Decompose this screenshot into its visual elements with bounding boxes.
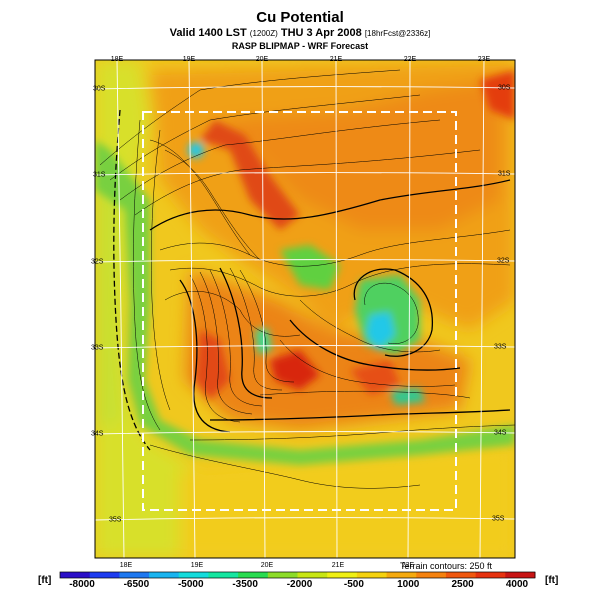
model-subtitle: RASP BLIPMAP - WRF Forecast [231,41,369,51]
inner-domain-boundary [142,111,457,511]
map-field [95,60,515,558]
colorbar-swatch [149,572,180,578]
colorbar-swatch [297,572,328,578]
lon-label-top: 20E [255,56,269,63]
valid-utc: (1200Z) [249,29,278,38]
valid-prefix: Valid 1400 LST [169,27,247,39]
lon-label-top: 22E [403,56,417,63]
lon-label-top: 23E [477,56,491,63]
colorbar-swatch [267,572,298,578]
colorbar-tick-label: 1000 [397,579,420,590]
lat-label-left: 33S [91,344,104,352]
lat-label-left: 30S [93,85,106,93]
colorbar-swatch [119,572,150,578]
colorbar-tick-label: -5000 [177,579,204,590]
valid-date: THU 3 Apr 2008 [280,27,362,39]
colorbar-tick-label: -2000 [286,579,313,590]
terrain-contour-note: Terrain contours: 250 ft [400,561,493,571]
colorbar-tick-label: 2500 [451,579,474,590]
lat-label-left: 32S [91,258,104,266]
colorbar-swatch [386,572,417,578]
colorbar-tick-label: 4000 [505,579,529,590]
colorbar-swatch [505,572,536,578]
lon-label-bottom: 21E [331,562,345,569]
lon-label-bottom: 20E [260,562,274,569]
map-frame [94,59,516,559]
colorbar-swatch [445,572,477,578]
colorbar-tick-label: -8000 [69,579,95,590]
lat-label-right: 30S [498,84,511,92]
lat-lon-grid [95,60,515,558]
lon-label-top: 18E [110,56,124,63]
lon-label-bottom: 22E [401,562,415,569]
lat-label-left: 35S [109,516,122,524]
lat-label-right: 35S [492,515,505,523]
colorbar-swatch [89,572,120,578]
colorbar-swatch [208,572,239,578]
lon-label-bottom: 19E [190,562,204,569]
colorbar-swatch [416,572,447,578]
colorbar-swatch [178,572,209,578]
lat-label-right: 33S [494,343,507,351]
colorbar-swatch [327,572,358,578]
valid-time-line: Valid 1400 LST (1200Z) THU 3 Apr 2008 [1… [0,27,600,39]
colorbar-swatch [356,572,388,578]
colorbar-swatch [475,572,506,578]
lon-label-top: 21E [329,56,343,63]
colorbar-unit-right: [ft] [545,575,559,586]
map-title: Cu Potential [256,9,344,26]
lon-label-bottom: 18E [119,562,133,569]
lat-label-left: 31S [93,171,106,179]
lat-label-right: 31S [498,170,511,178]
lat-label-right: 34S [494,429,507,437]
lat-label-right: 32S [497,257,510,265]
colorbar-frame [59,571,536,579]
forecast-run: [18hrFcst@2336z] [364,29,431,38]
colorbar-tick-label: -6500 [123,579,150,590]
colorbar-tick-label: -3500 [232,579,258,590]
colorbar-unit-left: [ft] [38,575,52,586]
terrain-contours [99,69,515,489]
colorbar-tick-label: -500 [343,579,364,590]
lon-label-top: 19E [182,56,196,63]
colorbar [60,572,536,578]
lat-label-left: 34S [91,430,104,438]
colorbar-swatch [60,572,91,578]
colorbar-swatch [238,572,269,578]
